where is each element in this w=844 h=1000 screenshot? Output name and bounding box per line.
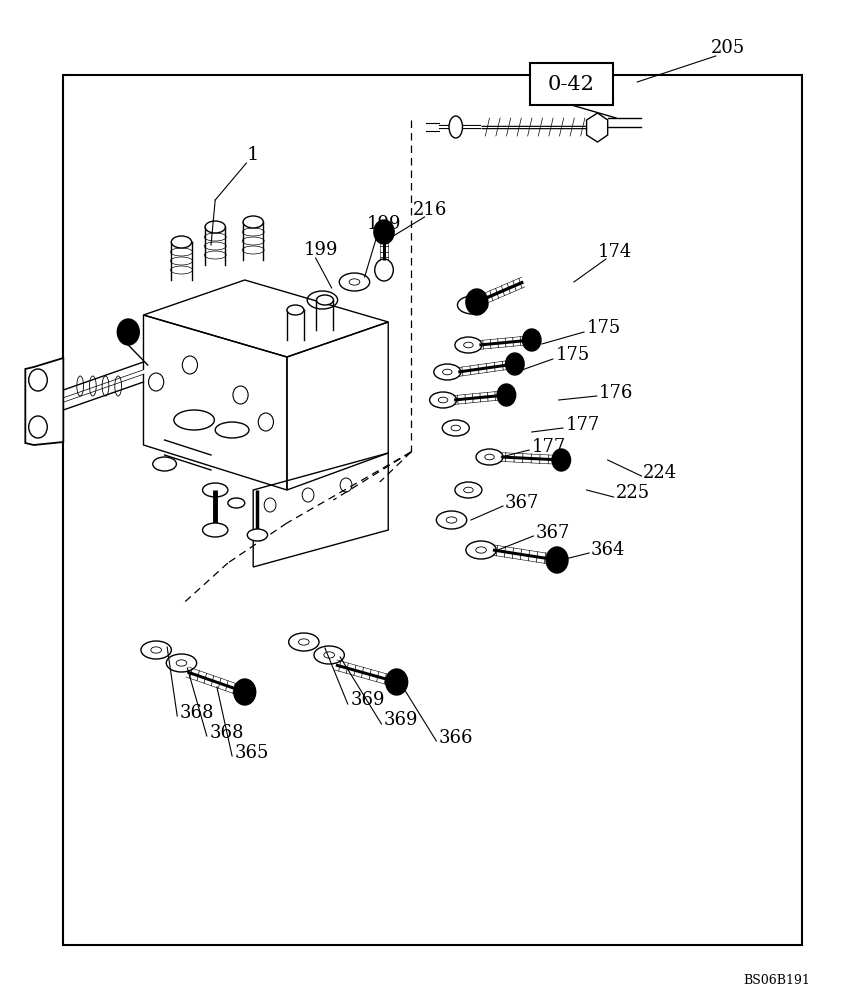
- Circle shape: [506, 353, 524, 375]
- Ellipse shape: [171, 236, 192, 248]
- Text: 177: 177: [532, 438, 566, 456]
- Text: 216: 216: [414, 201, 447, 219]
- Text: 367: 367: [505, 494, 539, 512]
- Text: 175: 175: [555, 346, 590, 364]
- Text: 364: 364: [591, 541, 625, 559]
- Circle shape: [374, 220, 394, 244]
- Bar: [530, 63, 613, 105]
- Ellipse shape: [316, 295, 333, 305]
- Ellipse shape: [287, 305, 304, 315]
- Ellipse shape: [449, 116, 463, 138]
- Circle shape: [552, 449, 571, 471]
- Polygon shape: [587, 113, 608, 142]
- Circle shape: [546, 547, 568, 573]
- Circle shape: [466, 289, 488, 315]
- Text: 369: 369: [350, 691, 385, 709]
- Text: 366: 366: [439, 729, 473, 747]
- Text: 1: 1: [247, 146, 259, 164]
- Text: 199: 199: [304, 241, 338, 259]
- Ellipse shape: [243, 216, 263, 228]
- Text: 174: 174: [598, 243, 631, 261]
- Text: 368: 368: [209, 724, 244, 742]
- Text: 225: 225: [616, 484, 650, 502]
- Circle shape: [234, 679, 256, 705]
- Text: 199: 199: [367, 215, 401, 233]
- Text: 365: 365: [235, 744, 269, 762]
- Text: 205: 205: [711, 39, 744, 57]
- Polygon shape: [25, 358, 63, 445]
- Circle shape: [386, 669, 408, 695]
- Ellipse shape: [247, 529, 268, 541]
- Circle shape: [117, 319, 139, 345]
- Text: 175: 175: [587, 319, 621, 337]
- Ellipse shape: [205, 221, 225, 233]
- Text: BS06B191: BS06B191: [744, 974, 810, 986]
- Circle shape: [522, 329, 541, 351]
- Text: 224: 224: [643, 464, 677, 482]
- Text: 0-42: 0-42: [548, 75, 595, 94]
- Text: 368: 368: [180, 704, 214, 722]
- Text: 177: 177: [565, 416, 600, 434]
- Bar: [63, 75, 802, 945]
- Text: 369: 369: [384, 711, 419, 729]
- Circle shape: [497, 384, 516, 406]
- Ellipse shape: [203, 523, 228, 537]
- Text: 367: 367: [536, 524, 571, 542]
- Text: 176: 176: [599, 384, 634, 402]
